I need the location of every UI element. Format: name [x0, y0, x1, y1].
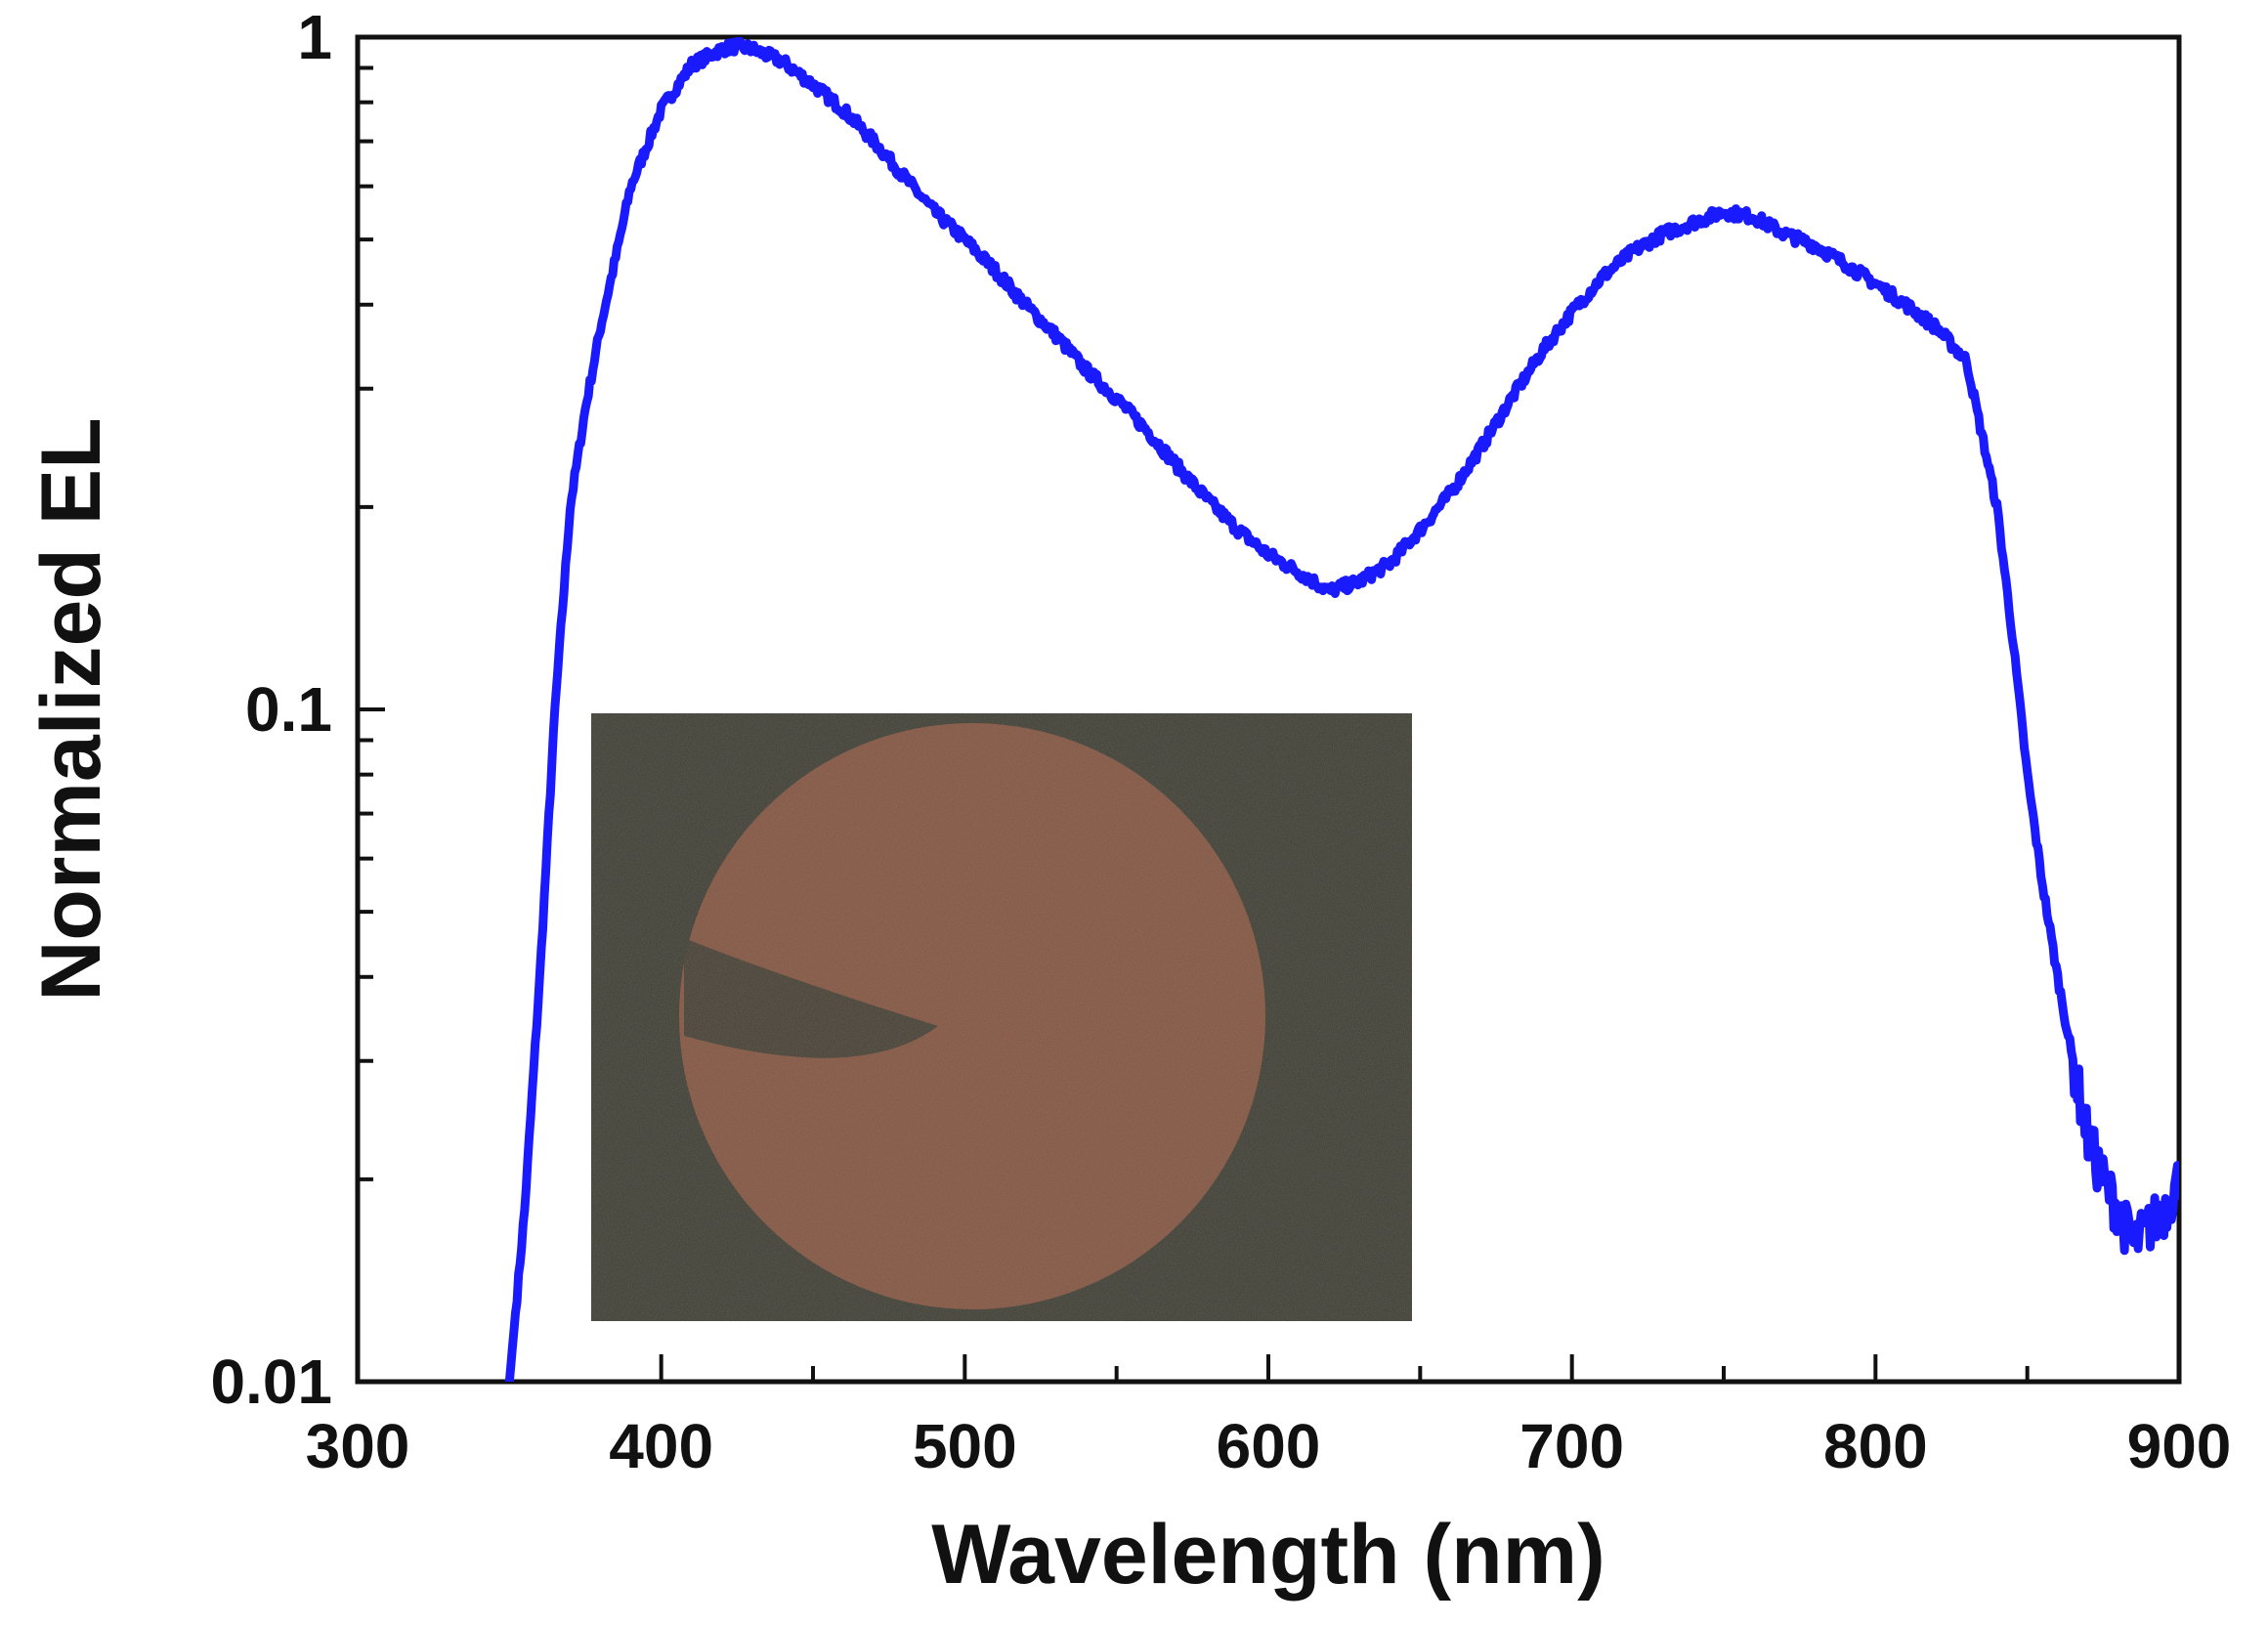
x-tick-label: 800: [1823, 1411, 1928, 1481]
y-tick-label: 1: [297, 2, 332, 72]
y-tick-label: 0.1: [245, 674, 332, 745]
x-tick-label: 700: [1519, 1411, 1624, 1481]
x-axis-title: Wavelength (nm): [931, 1508, 1605, 1602]
y-axis-title: Normalized EL: [24, 417, 118, 1001]
x-tick-label: 300: [306, 1411, 410, 1481]
x-tick-labels: 300 400 500 600 700 800 900: [306, 1411, 2232, 1481]
x-tick-label: 600: [1217, 1411, 1321, 1481]
y-tick-label: 0.01: [210, 1347, 332, 1417]
inset-photo: [591, 713, 1412, 1321]
x-tick-label: 400: [609, 1411, 713, 1481]
x-tick-label: 900: [2127, 1411, 2232, 1481]
y-tick-labels: 0.01 0.1 1: [210, 2, 332, 1417]
x-tick-label: 500: [913, 1411, 1017, 1481]
axis-ticks: [356, 65, 2181, 1384]
series-line-el-spectrum: [504, 37, 2179, 1382]
